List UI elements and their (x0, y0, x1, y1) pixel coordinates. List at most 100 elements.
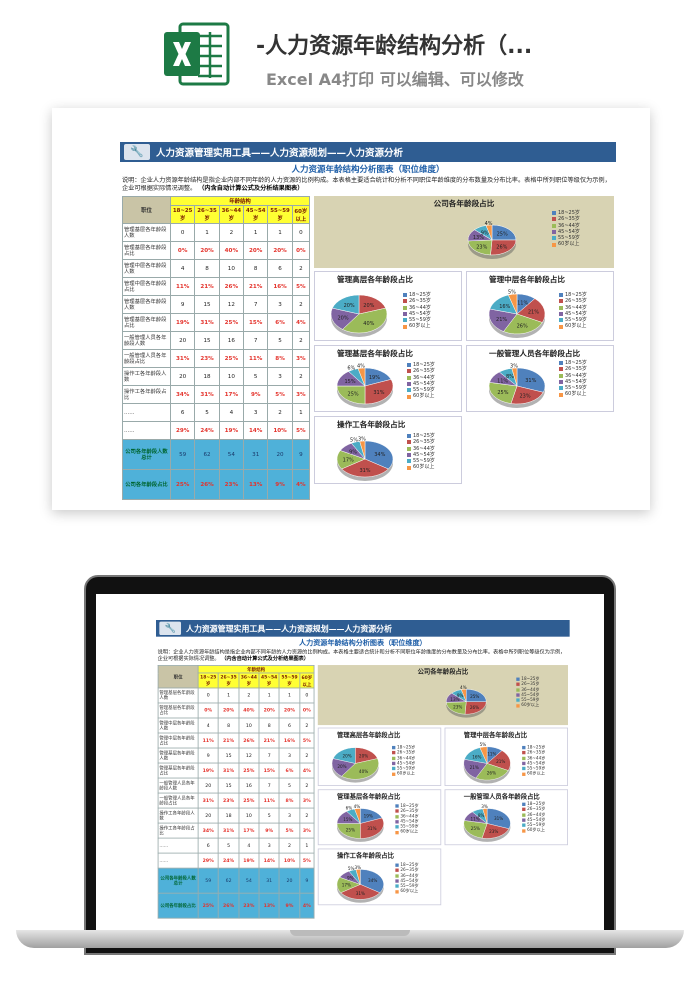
table-cell[interactable]: 9 (299, 867, 315, 894)
table-cell[interactable]: 1 (194, 223, 220, 242)
table-cell[interactable]: 3 (267, 367, 293, 386)
table-cell[interactable]: 5% (299, 852, 315, 869)
table-cell[interactable]: 13% (258, 892, 280, 919)
table-cell[interactable]: 20 (169, 331, 196, 350)
table-cell[interactable]: 3% (291, 385, 311, 404)
table-cell[interactable]: 2 (299, 777, 315, 794)
table-cell[interactable]: 6 (267, 259, 293, 278)
table-cell[interactable]: 5% (278, 822, 301, 839)
table-cell[interactable]: 8 (217, 717, 240, 734)
table-cell[interactable]: 10% (267, 421, 293, 440)
table-cell[interactable]: 26% (238, 732, 260, 749)
table-cell[interactable]: 16 (238, 777, 260, 794)
table-cell[interactable]: 12 (238, 747, 260, 764)
table-cell[interactable]: 23% (238, 892, 260, 919)
table-cell[interactable]: 1 (278, 687, 301, 704)
table-cell[interactable]: 11% (169, 277, 196, 296)
table-cell[interactable]: 9 (291, 439, 311, 470)
table-cell[interactable]: 21% (258, 732, 280, 749)
table-cell[interactable]: 20% (267, 241, 293, 260)
table-cell[interactable]: 3 (267, 295, 293, 314)
table-cell[interactable]: 1 (299, 837, 315, 854)
table-cell[interactable]: 9% (278, 892, 301, 919)
table-cell[interactable]: 15 (194, 331, 220, 350)
table-cell[interactable]: 1 (217, 687, 240, 704)
table-cell[interactable]: 21% (243, 277, 269, 296)
table-cell[interactable]: 20 (267, 439, 293, 470)
table-cell[interactable]: 3 (278, 807, 301, 824)
table-cell[interactable]: 19% (238, 852, 260, 869)
table-cell[interactable]: 23% (194, 349, 220, 368)
table-cell[interactable]: 29% (197, 852, 219, 869)
table-cell[interactable]: 29% (169, 421, 196, 440)
table-cell[interactable]: 4 (197, 717, 219, 734)
table-cell[interactable]: 4% (291, 469, 311, 500)
table-cell[interactable]: 18 (194, 367, 220, 386)
table-cell[interactable]: 11% (258, 792, 280, 809)
table-cell[interactable]: 20 (197, 777, 219, 794)
table-cell[interactable]: 7 (258, 747, 280, 764)
table-cell[interactable]: 34% (197, 822, 219, 839)
table-cell[interactable]: 1 (291, 403, 311, 422)
table-cell[interactable]: 2 (299, 717, 315, 734)
table-cell[interactable]: 54 (238, 867, 260, 894)
table-cell[interactable]: 0% (169, 241, 196, 260)
table-cell[interactable]: 25% (238, 762, 260, 779)
table-cell[interactable]: 9% (243, 385, 269, 404)
table-cell[interactable]: 0 (197, 687, 219, 704)
table-cell[interactable]: 40% (238, 702, 260, 719)
table-cell[interactable]: 59 (197, 867, 219, 894)
table-cell[interactable]: 5 (194, 403, 220, 422)
table-cell[interactable]: 13% (243, 469, 269, 500)
table-cell[interactable]: 10 (218, 259, 245, 278)
table-cell[interactable]: 5 (217, 837, 240, 854)
table-cell[interactable]: 2 (291, 331, 311, 350)
table-cell[interactable]: 4% (299, 892, 315, 919)
table-cell[interactable]: 9% (258, 822, 280, 839)
table-cell[interactable]: 9 (169, 295, 196, 314)
table-cell[interactable]: 4 (238, 837, 260, 854)
table-cell[interactable]: 15 (217, 777, 240, 794)
table-cell[interactable]: 34% (169, 385, 196, 404)
table-cell[interactable]: 2 (291, 295, 311, 314)
table-cell[interactable]: 5 (243, 367, 269, 386)
table-cell[interactable]: 20% (217, 702, 240, 719)
table-cell[interactable]: 2 (299, 747, 315, 764)
table-cell[interactable]: 20% (258, 702, 280, 719)
table-cell[interactable]: 0 (169, 223, 196, 242)
table-cell[interactable]: 1 (267, 223, 293, 242)
table-cell[interactable]: 5 (267, 331, 293, 350)
table-cell[interactable]: 10 (238, 717, 260, 734)
table-cell[interactable]: 62 (217, 867, 240, 894)
table-cell[interactable]: 7 (258, 777, 280, 794)
table-cell[interactable]: 25% (218, 313, 245, 332)
table-cell[interactable]: 25% (218, 349, 245, 368)
table-cell[interactable]: 31% (194, 313, 220, 332)
table-cell[interactable]: 24% (194, 421, 220, 440)
table-cell[interactable]: 20 (278, 867, 301, 894)
table-cell[interactable]: 4% (299, 762, 315, 779)
table-cell[interactable]: 25% (197, 892, 219, 919)
table-cell[interactable]: 3 (278, 747, 301, 764)
table-cell[interactable]: 14% (258, 852, 280, 869)
table-cell[interactable]: 0% (291, 241, 311, 260)
table-cell[interactable]: 20% (278, 702, 301, 719)
table-cell[interactable]: 6% (278, 762, 301, 779)
table-cell[interactable]: 31% (197, 792, 219, 809)
table-cell[interactable]: 26% (218, 277, 245, 296)
table-cell[interactable]: 19% (197, 762, 219, 779)
table-cell[interactable]: 31 (243, 439, 269, 470)
table-cell[interactable]: 8 (243, 259, 269, 278)
table-cell[interactable]: 0 (291, 223, 311, 242)
table-cell[interactable]: 10 (238, 807, 260, 824)
table-cell[interactable]: 12 (218, 295, 245, 314)
table-cell[interactable]: 2 (218, 223, 245, 242)
table-cell[interactable]: 0% (299, 702, 315, 719)
table-cell[interactable]: 9% (267, 469, 293, 500)
table-cell[interactable]: 2 (291, 367, 311, 386)
table-cell[interactable]: 3% (291, 349, 311, 368)
table-cell[interactable]: 20 (169, 367, 196, 386)
table-cell[interactable]: 5% (291, 277, 311, 296)
table-cell[interactable]: 5% (267, 385, 293, 404)
table-cell[interactable]: 5 (258, 807, 280, 824)
